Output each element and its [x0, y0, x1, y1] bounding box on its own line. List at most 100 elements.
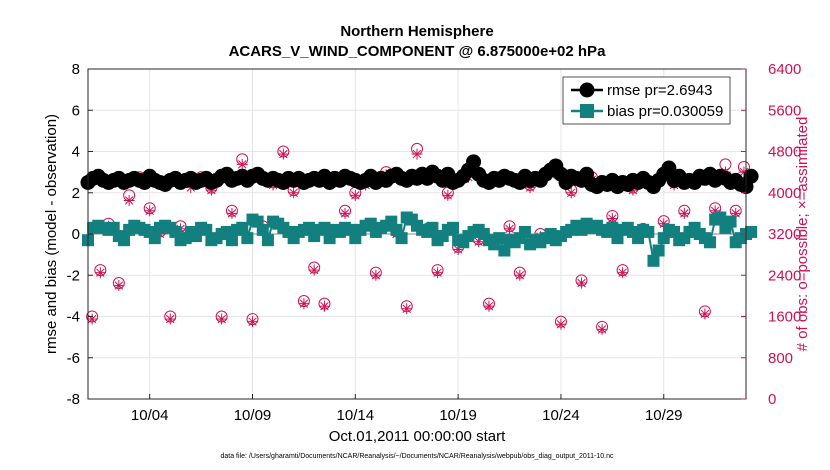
y-tick-label-right: 1600 [768, 309, 801, 326]
y-tick-label-left: 4 [72, 144, 80, 161]
asterisk-stroke [340, 209, 350, 218]
asterisk-stroke [412, 149, 422, 159]
asterisk-stroke [320, 301, 329, 311]
obs-assimilated-point [565, 187, 577, 199]
y-tick-label-left: -8 [67, 391, 80, 408]
asterisk-stroke [299, 299, 309, 308]
asterisk-stroke [659, 219, 668, 228]
asterisk-stroke [505, 224, 514, 234]
y-tick-label-left: -2 [67, 267, 80, 284]
y-axis-label-left: rmse and bias (model - observation) [43, 114, 60, 354]
x-tick-label: 10/29 [645, 407, 683, 424]
obs-assimilated-point [699, 308, 711, 320]
bias-point [745, 225, 758, 238]
obs-assimilated-point [123, 194, 135, 206]
obs-assimilated-point [442, 189, 454, 201]
obs-assimilated-point [298, 298, 310, 310]
obs-assimilated-point [226, 207, 238, 219]
asterisk-stroke [371, 271, 381, 280]
bias-point [498, 244, 511, 257]
obs-assimilated-point [370, 269, 382, 281]
obs-assimilated-point [247, 316, 258, 328]
bias-point [261, 234, 274, 247]
bias-point [652, 244, 665, 257]
obs-assimilated-point [308, 264, 320, 276]
obs-assimilated-point [596, 323, 608, 335]
y-tick-label-right: 800 [768, 350, 793, 367]
y-tick-label-left: 2 [72, 185, 80, 202]
chart-title-line1: Northern Hemisphere [340, 23, 493, 40]
asterisk-stroke [577, 278, 586, 288]
obs-assimilated-point [514, 269, 526, 281]
asterisk-stroke [248, 317, 257, 326]
bias-point [704, 236, 717, 249]
obs-assimilated-point [432, 267, 444, 279]
asterisk-stroke [238, 160, 247, 169]
asterisk-stroke [608, 214, 617, 223]
obs-assimilated-point [236, 158, 248, 170]
obs-assimilated-point [144, 205, 156, 217]
bias-point [518, 225, 531, 238]
bias-point [493, 232, 506, 245]
obs-assimilated-point [617, 267, 629, 279]
asterisk-stroke [145, 206, 154, 216]
bias-point [236, 221, 249, 234]
asterisk-stroke [484, 301, 494, 311]
asterisk-stroke [166, 314, 175, 324]
rmse-point [661, 160, 677, 176]
y-tick-label-left: 6 [72, 102, 80, 119]
bias-point [318, 221, 331, 234]
y-tick-label-right: 4000 [768, 185, 801, 202]
y-tick-label-left: 0 [72, 226, 80, 243]
asterisk-stroke [710, 206, 720, 216]
obs-assimilated-point [411, 148, 423, 160]
obs-assimilated-point [318, 300, 330, 312]
bias-point [642, 225, 655, 238]
obs-assimilated-point [94, 267, 106, 279]
asterisk-stroke [279, 149, 288, 159]
obs-assimilated-point [113, 280, 125, 292]
axis-ticks: -8 -6 -4 -2 0 2 4 6 8 0 800 1600 2400 3200 4000 4800 560… [67, 61, 802, 424]
y-tick-label-left: 8 [72, 61, 80, 78]
asterisk-stroke [402, 304, 411, 313]
obs-assimilated-point [678, 207, 690, 219]
x-tick-label: 10/14 [337, 407, 375, 424]
y-tick-label-right: 5600 [768, 102, 801, 119]
asterisk-stroke [124, 196, 134, 205]
asterisk-stroke [618, 268, 627, 277]
asterisk-stroke [217, 314, 226, 324]
y-axis-label-right: # of obs: o=possible; ×=assimilated [794, 117, 811, 352]
bias-point [647, 254, 660, 267]
asterisk-stroke [443, 191, 453, 200]
y-tick-label-right: 3200 [768, 226, 801, 243]
legend-bias-label: bias pr=0.030059 [607, 103, 723, 120]
obs-assimilated-point [483, 300, 495, 312]
bias-point [724, 215, 737, 228]
asterisk-stroke [700, 309, 710, 319]
x-tick-label: 10/19 [439, 407, 477, 424]
y-tick-label-left: -6 [67, 350, 80, 367]
x-tick-label: 10/09 [234, 407, 272, 424]
y-tick-label-right: 2400 [768, 267, 801, 284]
bias-point [241, 232, 254, 245]
rmse-point [466, 154, 482, 170]
y-tick-label-right: 6400 [768, 61, 801, 78]
bias-point [395, 232, 408, 245]
asterisk-stroke [289, 188, 298, 197]
legend: rmse pr=2.6943 bias pr=0.030059 [562, 76, 731, 125]
obs-assimilated-point [164, 313, 176, 325]
bias-point [426, 221, 439, 234]
rmse-point [743, 168, 759, 184]
asterisk-stroke [515, 271, 525, 280]
y-tick-label-left: -4 [67, 309, 80, 326]
obs-assimilated-point [277, 148, 289, 160]
bias-point [148, 232, 161, 245]
x-tick-label: 10/24 [542, 407, 580, 424]
bias-point [714, 211, 727, 224]
asterisk-stroke [227, 209, 237, 218]
asterisk-stroke [114, 281, 124, 290]
asterisk-stroke [87, 314, 97, 324]
obs-assimilated-point [504, 223, 516, 235]
asterisk-stroke [739, 167, 749, 177]
